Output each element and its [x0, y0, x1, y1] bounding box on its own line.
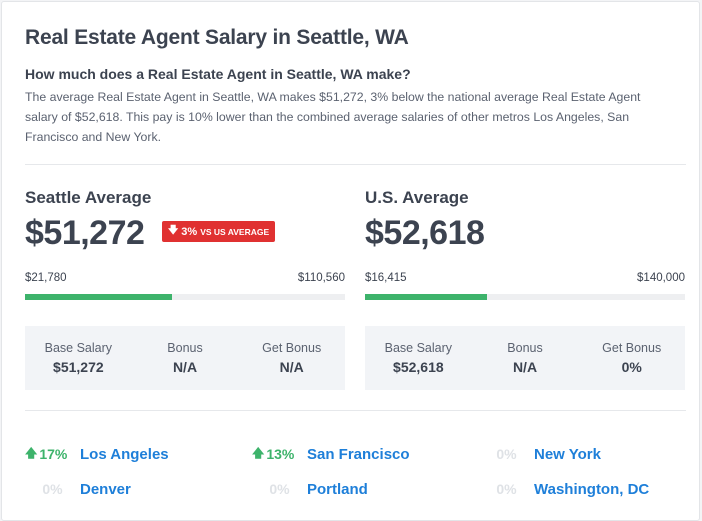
local-average-value: $51,272 — [25, 214, 145, 252]
arrow-up-icon: 🡅 — [252, 445, 265, 460]
local-average-section: Seattle Average $51,272 🡇 3% VS US AVERA… — [25, 188, 345, 390]
national-base-salary: Base Salary $52,618 — [365, 326, 472, 390]
national-breakdown: Base Salary $52,618 Bonus N/A Get Bonus … — [365, 326, 685, 390]
metro-item-denver[interactable]: 0% Denver — [25, 478, 131, 500]
base-salary-label: Base Salary — [44, 341, 113, 355]
metro-percent: 🡅 17% — [25, 444, 80, 465]
metro-percent: 0% — [496, 446, 517, 462]
national-range-bar-fill — [365, 294, 487, 300]
bonus-label: Bonus — [167, 341, 203, 355]
page-description: The average Real Estate Agent in Seattle… — [25, 90, 641, 144]
metro-percent: 0% — [269, 481, 290, 497]
comparison-badge: 🡇 3% VS US AVERAGE — [162, 221, 276, 242]
metro-item-san-francisco[interactable]: 🡅 13% San Francisco — [252, 443, 410, 465]
metro-item-new-york[interactable]: 0% New York — [479, 443, 601, 465]
base-salary-value: $52,618 — [393, 359, 444, 375]
metro-item-portland[interactable]: 0% Portland — [252, 478, 368, 500]
divider-top — [25, 164, 686, 165]
local-get-bonus: Get Bonus N/A — [238, 326, 345, 390]
local-bonus: Bonus N/A — [132, 326, 239, 390]
get-bonus-label: Get Bonus — [262, 341, 322, 355]
national-average-value: $52,618 — [365, 214, 485, 252]
base-salary-value: $51,272 — [53, 359, 104, 375]
local-average-label: Seattle Average — [25, 188, 152, 207]
metro-link[interactable]: Los Angeles — [80, 445, 169, 463]
get-bonus-label: Get Bonus — [602, 341, 662, 355]
page-subtitle: How much does a Real Estate Agent in Sea… — [25, 66, 411, 82]
metro-percent: 0% — [42, 481, 63, 497]
arrow-down-icon: 🡇 — [168, 225, 179, 236]
badge-percent: 3% — [181, 225, 198, 238]
national-range-min: $16,415 — [365, 272, 407, 284]
metro-percent: 0% — [496, 481, 517, 497]
page-title: Real Estate Agent Salary in Seattle, WA — [25, 26, 409, 49]
local-range-bar — [25, 294, 345, 300]
metro-link[interactable]: San Francisco — [307, 445, 410, 463]
local-range-max: $110,560 — [297, 272, 345, 284]
local-base-salary: Base Salary $51,272 — [25, 326, 132, 390]
national-average-label: U.S. Average — [365, 188, 469, 207]
bonus-value: N/A — [512, 359, 538, 375]
divider-bottom — [25, 410, 686, 411]
local-range-min: $21,780 — [25, 272, 67, 284]
metro-item-washington-dc[interactable]: 0% Washington, DC — [479, 478, 649, 500]
national-get-bonus: Get Bonus 0% — [578, 326, 685, 390]
bonus-value: N/A — [172, 359, 198, 375]
local-breakdown: Base Salary $51,272 Bonus N/A Get Bonus … — [25, 326, 345, 390]
metro-link[interactable]: Portland — [307, 480, 368, 498]
local-range-bar-fill — [25, 294, 173, 300]
national-range-bar — [365, 294, 685, 300]
national-average-section: U.S. Average $52,618 $16,415 $140,000 Ba… — [365, 188, 685, 390]
metro-item-los-angeles[interactable]: 🡅 17% Los Angeles — [25, 443, 169, 465]
get-bonus-value: N/A — [279, 359, 304, 375]
badge-text: VS US AVERAGE — [200, 226, 270, 237]
national-range-max: $140,000 — [637, 272, 685, 284]
national-bonus: Bonus N/A — [472, 326, 579, 390]
bonus-label: Bonus — [507, 341, 543, 355]
base-salary-label: Base Salary — [384, 341, 453, 355]
get-bonus-value: 0% — [621, 359, 642, 375]
arrow-up-icon: 🡅 — [25, 445, 38, 460]
metro-percent: 🡅 13% — [252, 444, 307, 465]
metro-link[interactable]: Washington, DC — [534, 480, 650, 498]
metro-link[interactable]: New York — [534, 445, 601, 463]
metro-link[interactable]: Denver — [80, 480, 131, 498]
